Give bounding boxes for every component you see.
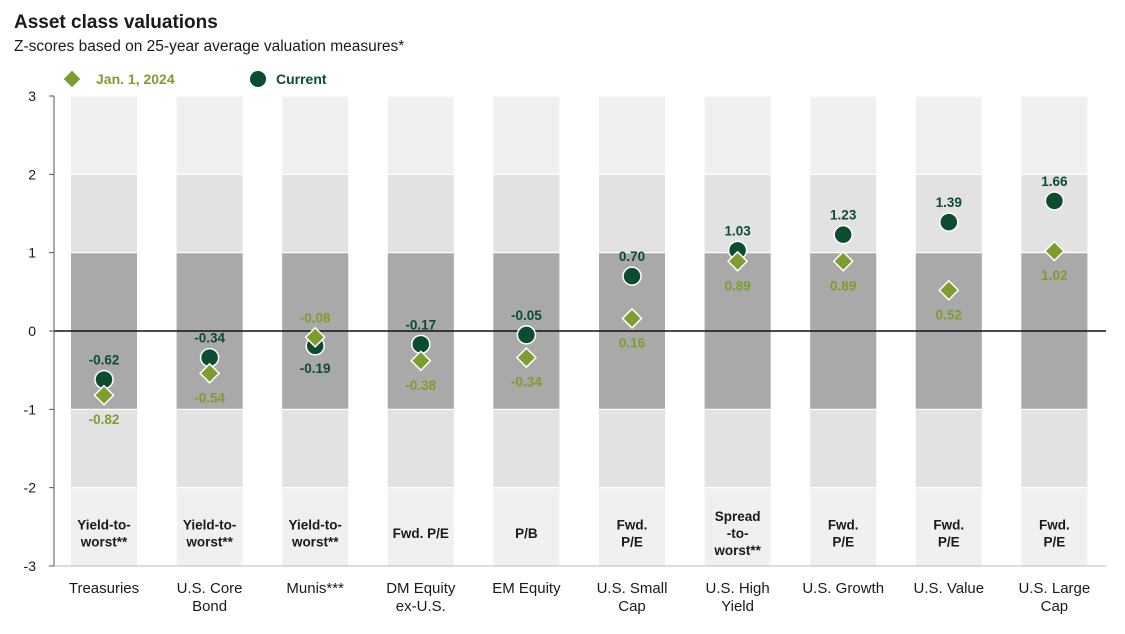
measure-label: Fwd. [933, 518, 964, 533]
jan-2024-value-label: -0.08 [300, 310, 331, 325]
jan-2024-point [832, 250, 854, 272]
current-value-label: -0.05 [511, 308, 542, 323]
legend-label-jan-2024: Jan. 1, 2024 [96, 71, 175, 87]
measure-label: Yield-to- [77, 518, 131, 533]
jan-2024-value-label: 1.02 [1041, 268, 1067, 283]
category-label: Munis*** [286, 580, 344, 597]
current-value-label: 1.66 [1041, 174, 1068, 189]
legend-diamond-icon [62, 69, 82, 89]
jan-2024-point [199, 362, 221, 384]
measure-label: -to- [727, 526, 749, 541]
category-label: U.S. Value [914, 580, 985, 597]
jan-2024-point [727, 250, 749, 272]
measure-label: Fwd. [828, 518, 859, 533]
y-tick-label: -2 [24, 480, 37, 496]
measure-label: Fwd. [617, 518, 648, 533]
category-label: U.S. Large [1019, 580, 1091, 597]
category-label: EM Equity [492, 580, 561, 597]
grid-lines [54, 95, 1106, 489]
jan-2024-value-label: -0.34 [511, 375, 542, 390]
jan-2024-point [938, 279, 960, 301]
y-tick-label: 0 [28, 323, 36, 339]
jan-2024-point [515, 347, 537, 369]
jan-2024-value-label: 0.89 [830, 278, 856, 293]
jan-2024-point [621, 307, 643, 330]
measure-label: worst** [713, 543, 761, 558]
jan-2024-value-label: -0.54 [194, 390, 225, 405]
measure-label: Yield-to- [183, 518, 237, 533]
category-label: Yield [721, 598, 754, 615]
current-point [622, 266, 642, 286]
category-label: U.S. High [705, 580, 769, 597]
current-value-label: 1.39 [936, 195, 962, 210]
category-label: Bond [192, 598, 227, 615]
current-value-label: 1.03 [724, 223, 751, 238]
current-value-label: -0.34 [194, 331, 225, 346]
legend: Jan. 1, 2024 Current [62, 69, 327, 89]
current-point [1044, 191, 1065, 211]
chart-title: Asset class valuations [14, 12, 218, 33]
category-label: Cap [1041, 598, 1069, 615]
data-marks: -0.62 -0.82 -0.34 -0.54 -0.19 -0.08 -0.17 -0.38… [89, 174, 1068, 427]
y-axis: 3 2 1 0 -1 -2 -3 [24, 88, 1106, 574]
y-tick-label: 3 [28, 88, 36, 104]
current-point [516, 325, 537, 345]
category-label: Cap [618, 598, 646, 615]
jan-2024-value-label: -0.82 [89, 412, 120, 427]
current-point [939, 212, 959, 232]
jan-2024-value-label: -0.38 [405, 378, 436, 393]
jan-2024-point [410, 350, 432, 372]
category-label: Treasuries [69, 580, 139, 597]
y-tick-label: 1 [28, 245, 36, 261]
jan-2024-point [304, 326, 326, 348]
current-point [833, 224, 853, 245]
measure-label: P/E [938, 535, 960, 550]
measure-label: Spread [715, 509, 761, 524]
y-tick-label: -3 [24, 558, 37, 574]
jan-2024-value-label: 0.16 [619, 335, 646, 350]
current-value-label: -0.62 [89, 353, 120, 368]
category-label: U.S. Growth [802, 580, 884, 597]
measure-label: worst** [291, 535, 339, 550]
current-value-label: -0.17 [405, 317, 436, 332]
current-value-label: 0.70 [619, 249, 645, 264]
measure-label: worst** [185, 535, 233, 550]
jan-2024-value-label: 0.52 [936, 307, 962, 322]
category-label: ex-U.S. [396, 598, 446, 615]
jan-2024-value-label: 0.89 [724, 278, 750, 293]
measure-label: worst** [80, 535, 128, 550]
y-tick-label: -1 [24, 401, 37, 417]
measure-label: Fwd. P/E [393, 526, 449, 541]
category-label: U.S. Core [177, 580, 243, 597]
measure-label: P/E [621, 535, 643, 550]
category-label: U.S. Small [597, 580, 668, 597]
chart-subtitle: Z-scores based on 25-year average valuat… [14, 38, 404, 55]
legend-label-current: Current [276, 71, 327, 87]
category-label: DM Equity [386, 580, 456, 597]
legend-circle-icon [250, 71, 266, 87]
measure-label: P/E [832, 535, 854, 550]
current-value-label: 1.23 [830, 208, 857, 223]
y-tick-label: 2 [28, 166, 36, 182]
measure-label: Fwd. [1039, 518, 1070, 533]
measure-label: P/E [1044, 535, 1066, 550]
current-value-label: -0.19 [300, 361, 331, 376]
jan-2024-point [93, 384, 115, 406]
jan-2024-point [1043, 240, 1065, 262]
measure-label: P/B [515, 526, 538, 541]
measure-label: Yield-to- [288, 518, 342, 533]
category-labels: Yield-to-worst**TreasuriesYield-to-worst… [69, 509, 1090, 615]
